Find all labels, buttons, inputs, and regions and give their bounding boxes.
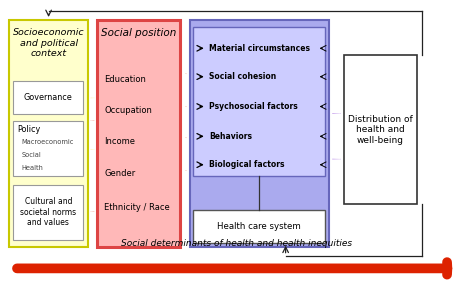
Bar: [97, 20, 180, 247]
Text: Social determinants of health and health inequities: Social determinants of health and health…: [121, 239, 353, 248]
Text: Socioeconomic
and political
context: Socioeconomic and political context: [13, 28, 84, 58]
Text: Social cohesion: Social cohesion: [209, 72, 276, 81]
Text: Behaviors: Behaviors: [209, 132, 252, 141]
Bar: [13, 81, 83, 114]
Text: Gender: Gender: [104, 169, 136, 178]
Text: Occupation: Occupation: [104, 106, 152, 115]
Bar: [344, 55, 417, 204]
Bar: [193, 27, 325, 176]
Text: Health care system: Health care system: [218, 222, 301, 231]
Text: Distribution of
health and
well-being: Distribution of health and well-being: [348, 115, 413, 145]
Text: Policy: Policy: [17, 125, 40, 134]
Text: Governance: Governance: [24, 93, 73, 102]
Text: Psychosocial factors: Psychosocial factors: [209, 102, 298, 111]
Text: Social position: Social position: [101, 28, 176, 38]
Text: Cultural and
societal norms
and values: Cultural and societal norms and values: [20, 197, 76, 227]
Text: Income: Income: [104, 137, 135, 147]
Bar: [9, 20, 88, 247]
Text: Ethnicity / Race: Ethnicity / Race: [104, 203, 170, 212]
Text: Macroeconomic: Macroeconomic: [22, 139, 74, 145]
Bar: [193, 210, 325, 243]
Text: Social: Social: [22, 152, 42, 158]
Bar: [190, 20, 329, 247]
Text: Education: Education: [104, 75, 146, 84]
Text: Material circumstances: Material circumstances: [209, 44, 310, 53]
Bar: [13, 121, 83, 176]
Bar: [13, 185, 83, 240]
Text: Health: Health: [22, 165, 44, 171]
Text: Biological factors: Biological factors: [209, 160, 284, 169]
